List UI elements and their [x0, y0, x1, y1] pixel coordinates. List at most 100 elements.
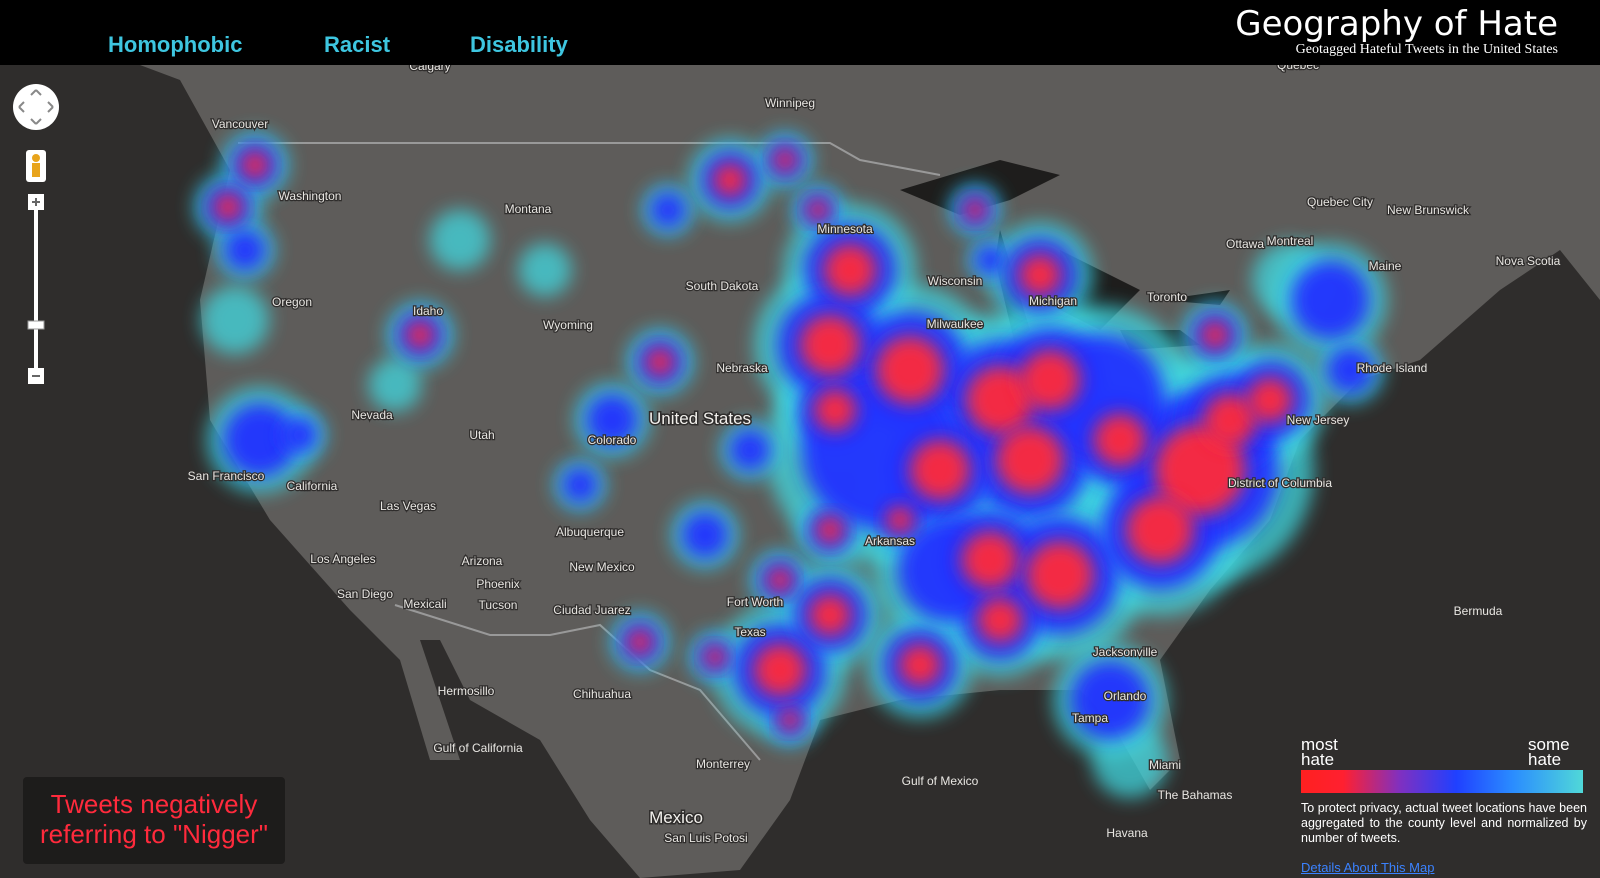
heat-blob — [1155, 425, 1245, 515]
heat-blob — [1247, 377, 1293, 423]
heat-blob — [809, 594, 851, 636]
pan-control[interactable] — [13, 84, 59, 130]
heat-blob — [224, 229, 266, 271]
heat-blob — [966, 366, 1034, 434]
heat-blob — [729, 429, 771, 471]
map-label: Michigan — [1029, 294, 1077, 308]
heat-blob — [899, 644, 941, 686]
heat-blob — [800, 315, 860, 375]
map-label: Wyoming — [543, 318, 593, 332]
heat-blob — [241, 151, 269, 179]
heat-blob — [223, 403, 297, 477]
map-label: Quebec City — [1307, 195, 1373, 209]
map-label: Nova Scotia — [1496, 254, 1561, 268]
heat-blob — [368, 358, 422, 412]
heat-blob — [406, 321, 434, 349]
heat-blob — [1071, 661, 1149, 739]
heat-blob — [779, 709, 801, 731]
heat-blob — [753, 643, 807, 697]
map-label: Albuquerque — [556, 525, 624, 539]
map-label: Montana — [505, 202, 552, 216]
map-label: California — [287, 479, 338, 493]
map-label: Orlando — [1104, 689, 1147, 703]
border — [238, 142, 941, 761]
heat-blob — [586, 394, 638, 446]
map-label: Oregon — [272, 295, 312, 309]
heat-blob — [1092, 722, 1168, 798]
map-label: San Diego — [337, 587, 393, 601]
map-label: Mexicali — [403, 597, 446, 611]
heatmap — [193, 130, 1387, 798]
heat-blob — [823, 243, 877, 297]
heat-blob — [1201, 321, 1229, 349]
map-label: Minnesota — [817, 222, 873, 236]
heat-blob — [1093, 413, 1147, 467]
map-label: Arkansas — [865, 534, 915, 548]
map-label: Winnipeg — [765, 96, 815, 110]
map-label: Nevada — [351, 408, 393, 422]
map-label: Ottawa — [1226, 237, 1264, 251]
heat-blob — [429, 209, 491, 271]
heat-blob — [961, 531, 1019, 589]
zoom-control — [13, 84, 59, 384]
map-label: New Mexico — [569, 560, 635, 574]
map-label: San Luis Potosi — [664, 831, 747, 845]
heat-blob — [768, 568, 792, 592]
heat-blob — [713, 163, 747, 197]
map-label: Gulf of California — [433, 741, 523, 755]
map-label: Utah — [469, 428, 494, 442]
heat-blob — [1019, 254, 1061, 296]
heat-blob — [281, 416, 319, 454]
map-label: Wisconsin — [928, 274, 983, 288]
map-label: Washington — [279, 189, 342, 203]
map-label: Chihuahua — [573, 687, 631, 701]
heat-blob — [773, 148, 797, 172]
map-label: Monterrey — [696, 757, 750, 771]
heat-blob — [628, 630, 652, 654]
title: Geography of Hate — [1235, 4, 1558, 44]
heat-blob — [1026, 541, 1094, 609]
subtitle: Geotagged Hateful Tweets in the United S… — [1295, 42, 1558, 57]
caption: Tweets negatively referring to "Nigger" — [23, 777, 285, 864]
tab[interactable]: Disability — [470, 32, 568, 57]
map-label: District of Columbia — [1228, 476, 1332, 490]
heat-blob — [561, 466, 599, 504]
heat-blob — [1020, 350, 1080, 410]
heat-blob — [1203, 393, 1257, 447]
legend-most: most hate — [1301, 735, 1338, 769]
country-label: Mexico — [649, 808, 703, 827]
map-label: South Dakota — [686, 279, 759, 293]
map-label: Las Vegas — [380, 499, 436, 513]
map-label: Colorado — [588, 433, 637, 447]
tab[interactable]: Racist — [324, 32, 391, 57]
map-label: Fort Worth — [727, 595, 783, 609]
map-label: Ciudad Juarez — [553, 603, 630, 617]
heat-blob — [646, 348, 674, 376]
map-label: Tucson — [479, 598, 518, 612]
heat-blob — [214, 193, 242, 221]
map-label: The Bahamas — [1158, 788, 1233, 802]
map-label: Texas — [734, 625, 765, 639]
map-label: Hermosillo — [438, 684, 495, 698]
heat-blob — [816, 516, 844, 544]
map-label: Bermuda — [1454, 604, 1503, 618]
heat-blob — [977, 597, 1023, 643]
legend-note: To protect privacy, actual tweet locatio… — [1301, 801, 1587, 845]
map-label: Rhode Island — [1357, 361, 1428, 375]
heat-blob — [200, 285, 270, 355]
tab[interactable]: Homophobic — [108, 32, 243, 57]
legend-some: some hate — [1528, 735, 1570, 769]
details-link[interactable]: Details About This Map — [1301, 860, 1435, 875]
heat-blob — [996, 426, 1064, 494]
heat-blob — [807, 199, 829, 221]
map-label: Havana — [1106, 826, 1148, 840]
country-label: United States — [649, 409, 751, 428]
map-label: Gulf of Mexico — [902, 774, 979, 788]
map-label: Tampa — [1072, 711, 1108, 725]
heat-blob — [649, 191, 687, 229]
map-label: Phoenix — [476, 577, 519, 591]
map-label: San Francisco — [188, 469, 265, 483]
heat-blob — [876, 336, 944, 404]
map-label: Jacksonville — [1093, 645, 1158, 659]
